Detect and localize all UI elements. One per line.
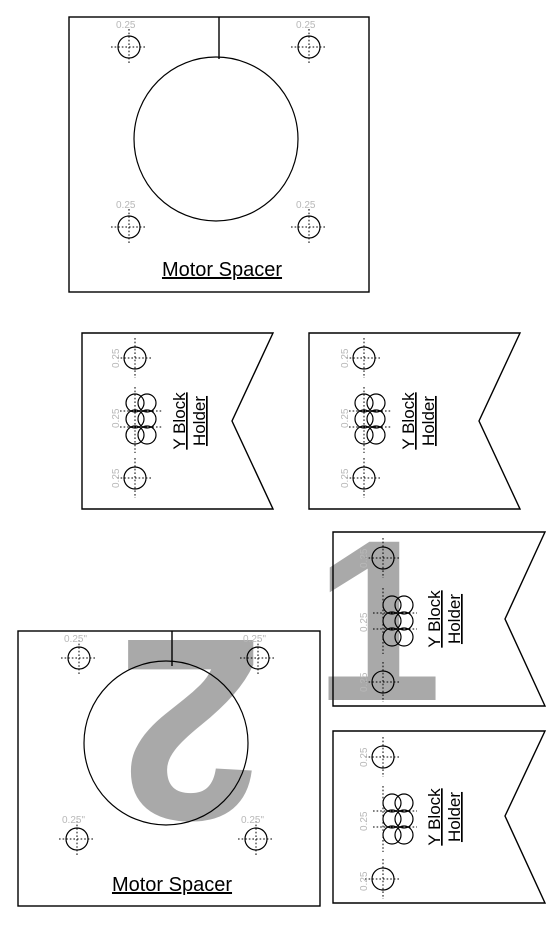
hole-dimension: 0.25: [116, 200, 136, 211]
motor-spacer-top: 0.25 0.25 0.25 0.25 Motor Spacer: [68, 16, 370, 293]
mounting-hole: [365, 737, 401, 777]
motor-bore-circle: [83, 660, 249, 826]
slot-hole-cluster: [120, 387, 162, 453]
holder-label: Holder: [190, 396, 209, 446]
y-block-holder: 0.25 0.25 0.25 Y Block Holder: [81, 332, 275, 510]
holder-label: Holder: [445, 594, 464, 644]
hole-dimension: 0.25: [359, 747, 370, 767]
hole-dimension: 0.25: [116, 20, 136, 31]
mounting-hole: 0.25": [59, 815, 95, 857]
hole-dimension: 0.25: [296, 20, 316, 31]
hole-dimension: 0.25: [340, 468, 351, 488]
mounting-hole: 0.25: [111, 200, 147, 245]
hole-dimension: 0.25: [111, 408, 122, 428]
y-block-label: Y Block: [425, 788, 444, 846]
mounting-hole: 0.25": [61, 634, 97, 676]
mounting-hole: [117, 338, 153, 378]
hole-dimension: 0.25: [359, 548, 370, 568]
hole-dimension: 0.25: [359, 871, 370, 891]
mounting-hole: 0.25: [111, 20, 147, 65]
set-number-2: 2: [118, 584, 263, 874]
mounting-hole: 0.25": [240, 634, 276, 676]
motor-spacer-label: Motor Spacer: [162, 259, 282, 281]
y-block-label: Y Block: [425, 590, 444, 648]
motor-bore-circle: [133, 56, 299, 222]
mounting-hole: [365, 859, 401, 899]
hole-dimension: 0.25: [340, 408, 351, 428]
holder-label: Holder: [419, 396, 438, 446]
motor-spacer-bottom: 0.25" 0.25" 0.25" 0.25" Motor Spacer: [17, 630, 321, 907]
hole-dimension: 0.25": [241, 815, 264, 826]
motor-spacer-outline: [17, 630, 321, 907]
mounting-hole: 0.25": [238, 815, 274, 857]
y-block-holder: 0.25 0.25 0.25 Y Block Holder: [308, 332, 522, 510]
mounting-hole: [346, 458, 382, 498]
slot-hole-cluster: [349, 387, 391, 453]
hole-dimension: 0.25: [111, 468, 122, 488]
motor-spacer-label: Motor Spacer: [112, 874, 232, 896]
hole-dimension: 0.25: [359, 672, 370, 692]
mounting-hole: [365, 662, 401, 702]
y-block-holder: 0.25 0.25 0.25 Y Block Holder: [332, 531, 547, 707]
hole-dimension: 0.25: [296, 200, 316, 211]
y-block-outline: [81, 332, 275, 510]
hole-dimension: 0.25: [359, 811, 370, 831]
hole-dimension: 0.25: [359, 612, 370, 632]
y-block-outline: [332, 730, 547, 904]
mounting-hole: [346, 338, 382, 378]
hole-dimension: 0.25": [62, 815, 85, 826]
y-block-outline: [308, 332, 522, 510]
hole-dimension: 0.25: [340, 348, 351, 368]
mounting-hole: 0.25: [291, 200, 327, 245]
mounting-hole: [365, 538, 401, 578]
y-block-holder: 0.25 0.25 0.25 Y Block Holder: [332, 730, 547, 904]
slot-hole-cluster: [373, 588, 417, 654]
y-block-outline: [332, 531, 547, 707]
hole-dimension: 0.25": [64, 634, 87, 645]
hole-dimension: 0.25: [111, 348, 122, 368]
mounting-hole: 0.25: [291, 20, 327, 65]
slot-hole-cluster: [373, 786, 417, 852]
holder-label: Holder: [445, 792, 464, 842]
mounting-hole: [117, 458, 153, 498]
hole-dimension: 0.25": [243, 634, 266, 645]
y-block-label: Y Block: [399, 392, 418, 450]
y-block-label: Y Block: [170, 392, 189, 450]
